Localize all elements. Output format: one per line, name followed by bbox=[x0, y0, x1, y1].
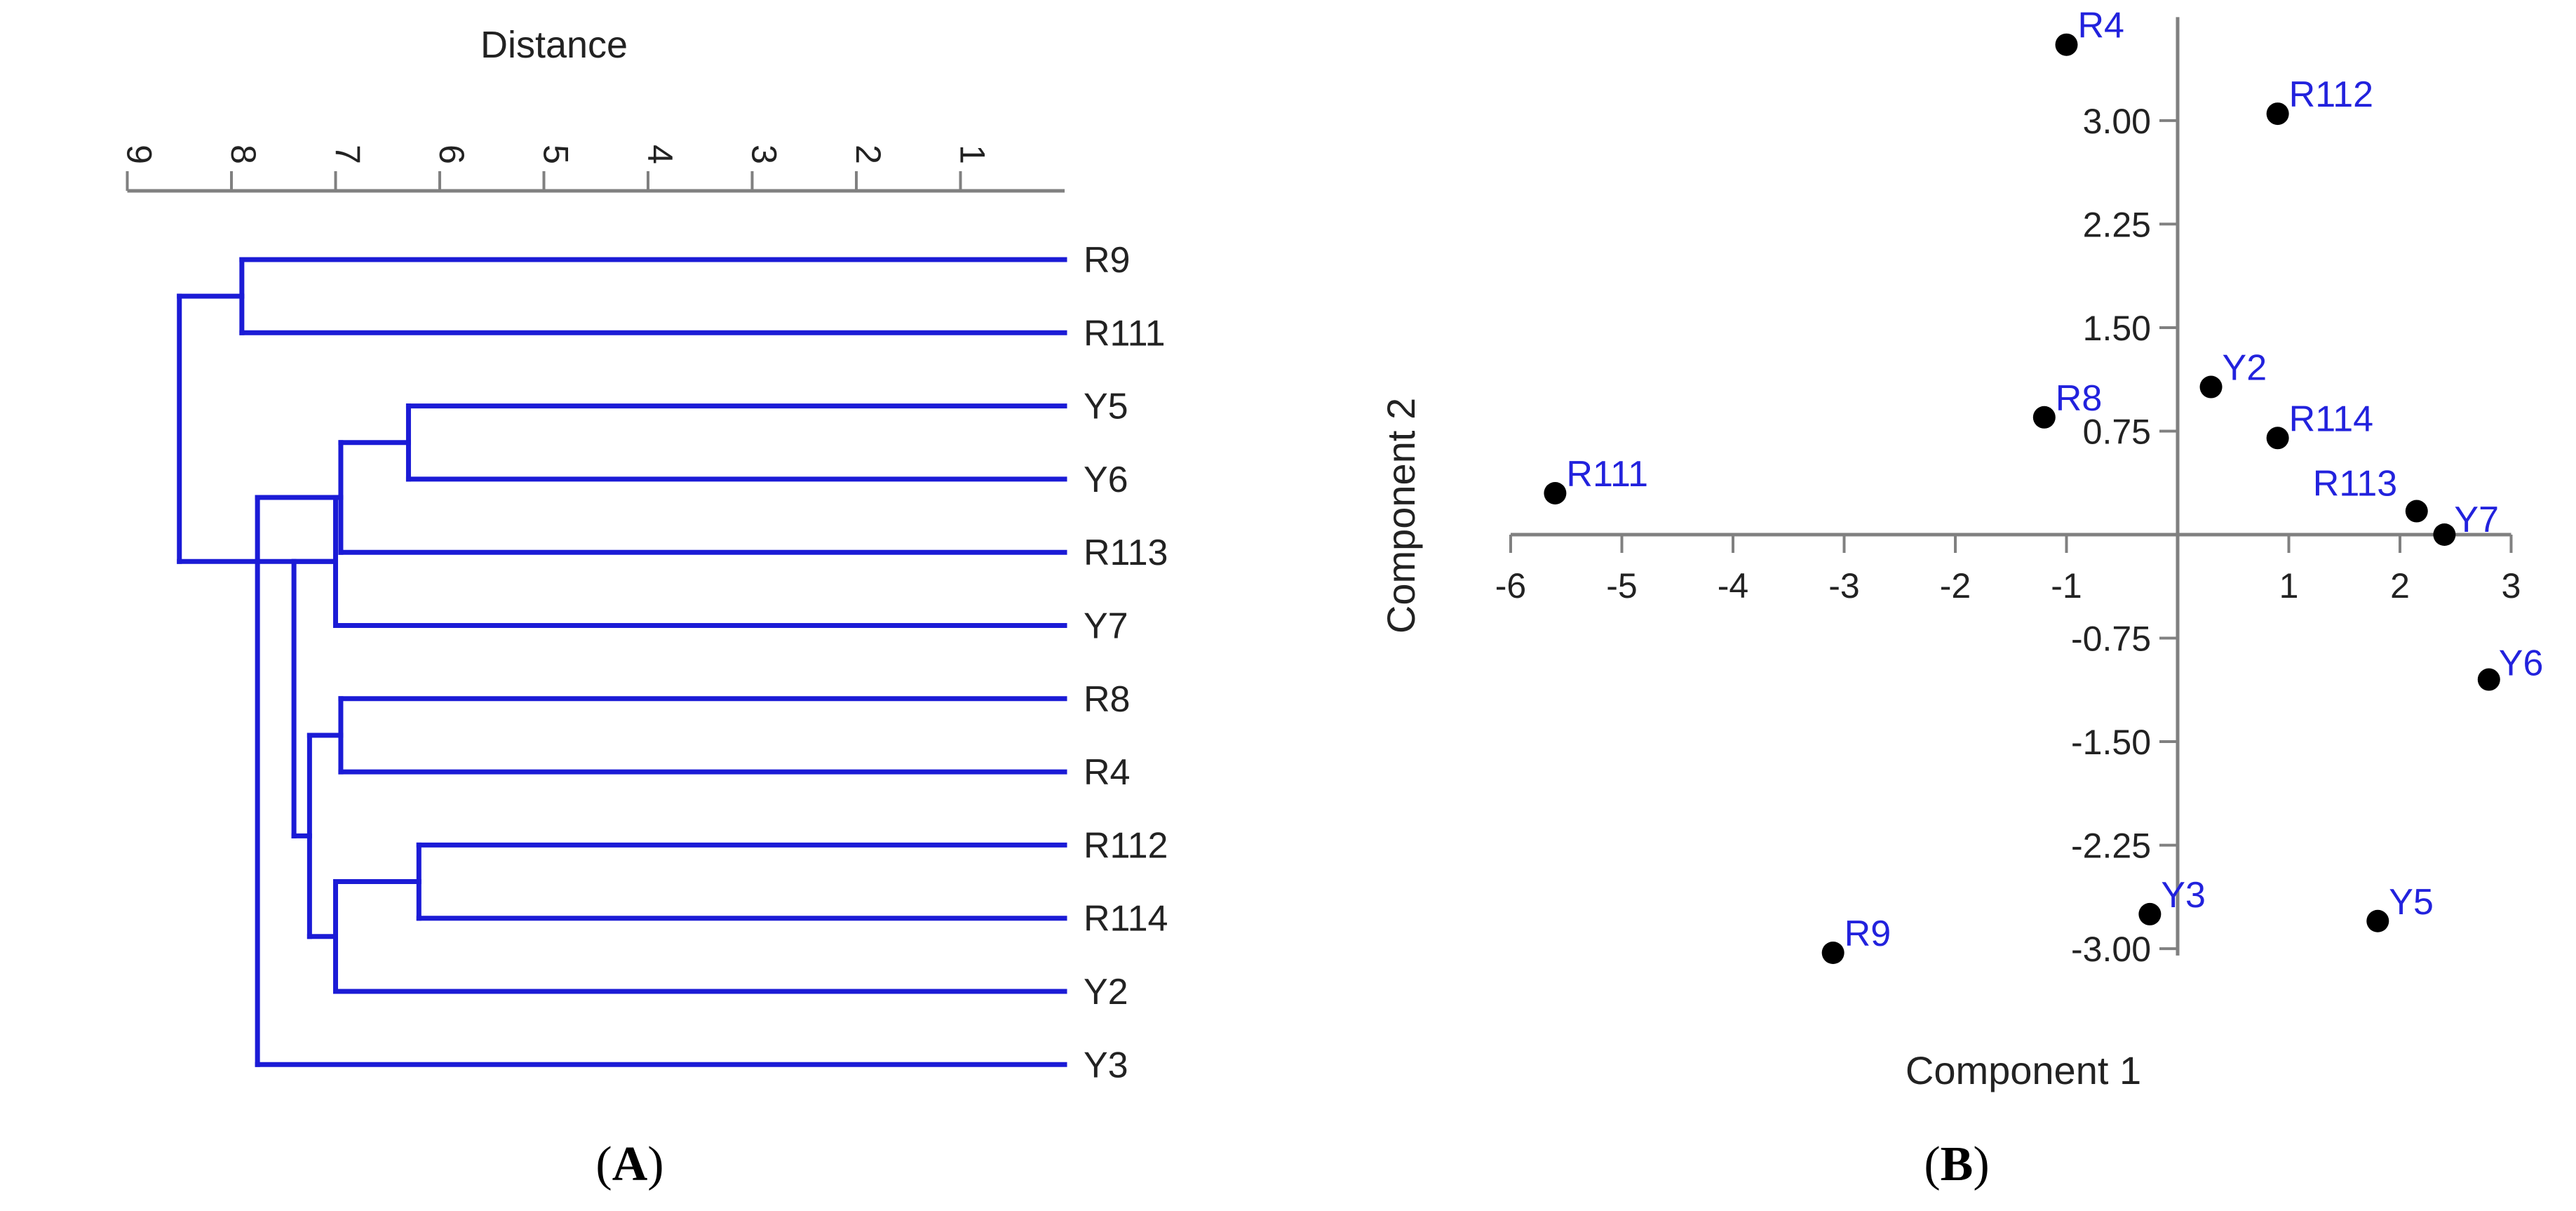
point-r111 bbox=[1544, 481, 1567, 504]
x-tick-label: -2 bbox=[1940, 566, 1971, 606]
point-label-y7: Y7 bbox=[2454, 500, 2499, 540]
point-r4 bbox=[2055, 33, 2078, 56]
distance-axis: 9 8 7 6 5 4 3 2 1 bbox=[120, 145, 1065, 193]
leaf-label-r4: R4 bbox=[1084, 752, 1130, 793]
leaf-label-r113: R113 bbox=[1084, 533, 1168, 573]
distance-axis-label: Distance bbox=[480, 24, 628, 66]
point-label-y6: Y6 bbox=[2499, 643, 2544, 684]
distance-tick-label-6: 6 bbox=[432, 145, 471, 164]
leaf-label-y6: Y6 bbox=[1084, 460, 1128, 500]
distance-tick-label-5: 5 bbox=[537, 145, 576, 164]
y-tick-label: 2.25 bbox=[2083, 205, 2151, 244]
point-label-y2: Y2 bbox=[2223, 348, 2267, 389]
scatter-points: R4 R112 Y2 R8 R114 R111 R113 Y7 Y6 Y3 Y5 R9 bbox=[1544, 6, 2544, 965]
leaf-label-y7: Y7 bbox=[1084, 606, 1128, 647]
x-tick-label: 1 bbox=[2279, 566, 2299, 606]
leaf-label-r114: R114 bbox=[1084, 899, 1168, 939]
distance-tick-label-3: 3 bbox=[745, 145, 784, 164]
x-tick-label: -1 bbox=[2051, 566, 2082, 606]
y-tick-label: -3.00 bbox=[2071, 930, 2151, 969]
dendrogram-leaf-labels: R9 R111 Y5 Y6 R113 Y7 R8 R4 R112 R114 Y2 Y3 bbox=[1084, 240, 1168, 1085]
point-label-y5: Y5 bbox=[2389, 882, 2434, 923]
point-r9 bbox=[1821, 942, 1845, 965]
y-tick-label: -2.25 bbox=[2071, 827, 2151, 866]
distance-tick-label-9: 9 bbox=[120, 145, 159, 164]
y-tick-label: -0.75 bbox=[2071, 620, 2151, 659]
point-y2 bbox=[2199, 375, 2223, 399]
leaf-label-r8: R8 bbox=[1084, 679, 1130, 720]
leaf-label-r9: R9 bbox=[1084, 240, 1130, 281]
x-tick-label: 2 bbox=[2390, 566, 2410, 606]
point-label-r8: R8 bbox=[2056, 378, 2102, 419]
panel-label-b: (B) bbox=[1924, 1137, 1989, 1191]
y-tick-label: 0.75 bbox=[2083, 412, 2151, 451]
point-label-r112: R112 bbox=[2289, 74, 2373, 115]
point-label-y3: Y3 bbox=[2161, 875, 2206, 916]
distance-tick-label-8: 8 bbox=[224, 145, 263, 164]
leaf-label-y5: Y5 bbox=[1084, 387, 1128, 427]
distance-tick-label-4: 4 bbox=[640, 145, 680, 164]
panel-label-a: (A) bbox=[595, 1137, 663, 1191]
point-label-r114: R114 bbox=[2289, 399, 2373, 439]
x-tick-label: -6 bbox=[1495, 566, 1526, 606]
y-tick-label: 3.00 bbox=[2083, 102, 2151, 141]
point-r114 bbox=[2266, 427, 2289, 450]
x-axis-title: Component 1 bbox=[1906, 1048, 2141, 1092]
scatter-panel: -6 -5 -4 -3 -2 -1 1 2 3 3.00 2.25 1.50 0.75 -0.75 -1.5… bbox=[1379, 6, 2543, 1191]
point-y5 bbox=[2366, 909, 2389, 932]
leaf-label-y3: Y3 bbox=[1084, 1045, 1128, 1085]
distance-tick-label-2: 2 bbox=[849, 145, 888, 164]
point-y7 bbox=[2433, 523, 2456, 546]
y-tick-label: -1.50 bbox=[2071, 723, 2151, 762]
point-y6 bbox=[2477, 668, 2500, 691]
point-r113 bbox=[2405, 500, 2428, 523]
point-label-r113: R113 bbox=[2313, 464, 2397, 504]
point-label-r111: R111 bbox=[1566, 454, 1648, 495]
x-tick-label: -3 bbox=[1828, 566, 1859, 606]
point-r8 bbox=[2032, 406, 2056, 429]
point-label-r4: R4 bbox=[2078, 6, 2124, 46]
point-y3 bbox=[2138, 902, 2162, 925]
point-r112 bbox=[2266, 102, 2289, 126]
point-label-r9: R9 bbox=[1845, 914, 1891, 954]
y-tick-label: 1.50 bbox=[2083, 309, 2151, 348]
distance-tick-label-7: 7 bbox=[328, 145, 367, 164]
leaf-label-y2: Y2 bbox=[1084, 972, 1128, 1012]
leaf-label-r111: R111 bbox=[1084, 313, 1166, 354]
x-tick-label: -4 bbox=[1718, 566, 1748, 606]
y-axis-title: Component 2 bbox=[1379, 398, 1423, 634]
leaf-label-r112: R112 bbox=[1084, 825, 1168, 866]
x-tick-label: -5 bbox=[1606, 566, 1637, 606]
scatter-axes: -6 -5 -4 -3 -2 -1 1 2 3 3.00 2.25 1.50 0.75 -0.75 -1.5… bbox=[1495, 17, 2521, 969]
distance-tick-label-1: 1 bbox=[953, 145, 992, 164]
dendrogram-links bbox=[177, 257, 1067, 1067]
x-tick-label: 3 bbox=[2502, 566, 2521, 606]
